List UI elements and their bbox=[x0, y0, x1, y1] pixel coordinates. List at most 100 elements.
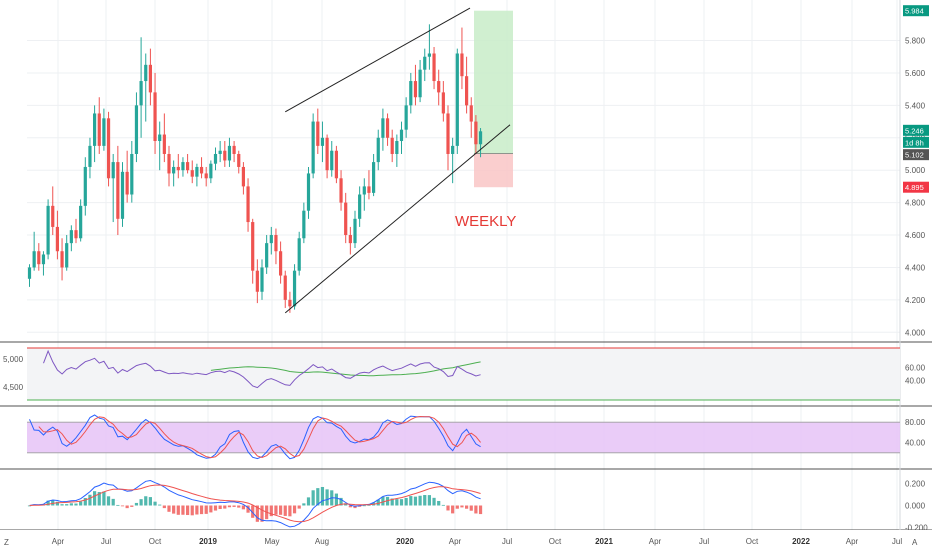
macd-histogram-bar bbox=[172, 505, 176, 514]
macd-histogram-bar bbox=[409, 496, 413, 506]
macd-histogram-bar bbox=[213, 505, 218, 511]
macd-tick-label: -0.200 bbox=[905, 523, 928, 532]
candle-body bbox=[237, 153, 241, 167]
timezone-icon[interactable]: Z bbox=[4, 538, 9, 547]
macd-histogram-bar bbox=[186, 505, 190, 516]
macd-histogram-bar bbox=[279, 505, 283, 515]
macd-histogram-bar bbox=[469, 505, 473, 511]
candle bbox=[204, 166, 208, 187]
month-tick-label: Oct bbox=[149, 537, 162, 546]
macd-histogram-bar bbox=[437, 500, 441, 506]
macd-histogram-bar bbox=[148, 497, 152, 506]
candle-body bbox=[469, 105, 473, 122]
candle bbox=[330, 141, 334, 177]
candle bbox=[241, 162, 245, 195]
candle bbox=[176, 153, 180, 179]
channel-lower-line[interactable] bbox=[284, 124, 511, 314]
candle bbox=[362, 178, 366, 211]
candle-body bbox=[55, 226, 59, 252]
candle-body bbox=[153, 92, 157, 142]
macd-histogram-bar bbox=[446, 505, 450, 511]
candle-body bbox=[204, 173, 208, 179]
macd-line bbox=[29, 479, 481, 528]
candle-body bbox=[65, 243, 69, 268]
candle-body bbox=[218, 150, 222, 154]
candle-body bbox=[358, 194, 362, 219]
candle bbox=[60, 238, 64, 281]
candle bbox=[399, 121, 404, 154]
candle-body bbox=[409, 81, 413, 106]
candle-body bbox=[125, 171, 129, 195]
candle bbox=[320, 121, 325, 163]
macd-histogram-bar bbox=[306, 497, 311, 506]
candle bbox=[395, 134, 399, 167]
candle bbox=[153, 72, 157, 154]
candle-body bbox=[320, 137, 325, 146]
candle bbox=[32, 231, 36, 271]
stochastic-pane[interactable] bbox=[27, 414, 900, 460]
rsi-left-tick-label: 5,000 bbox=[3, 355, 24, 364]
macd-histogram-bar bbox=[27, 505, 32, 507]
year-tick-label: 2021 bbox=[595, 537, 613, 546]
price-label-text: 5.246 bbox=[905, 126, 924, 135]
candle bbox=[162, 113, 166, 163]
candle-body bbox=[423, 56, 427, 70]
macd-histogram-bar bbox=[153, 501, 157, 506]
candle-body bbox=[330, 150, 334, 171]
candle bbox=[102, 108, 106, 151]
macd-histogram-bar bbox=[399, 499, 404, 506]
price-axes: 5.8005.6005.4005.2005.0004.8004.6004.400… bbox=[3, 5, 929, 532]
channel-upper-line[interactable] bbox=[285, 7, 471, 113]
candle-body bbox=[246, 186, 250, 223]
macd-histogram-bar bbox=[116, 504, 120, 506]
price-label-box bbox=[903, 5, 929, 17]
macd-histogram-bar bbox=[204, 505, 208, 514]
candle-body bbox=[102, 118, 106, 146]
candle bbox=[51, 186, 55, 236]
month-tick-label: Jul bbox=[502, 537, 512, 546]
rsi-pane[interactable] bbox=[27, 347, 900, 401]
macd-histogram-bar bbox=[385, 496, 390, 506]
price-label: 5.246 bbox=[903, 124, 929, 136]
candle bbox=[79, 199, 83, 242]
macd-histogram-bar bbox=[283, 505, 287, 516]
candle bbox=[427, 24, 431, 70]
auto-scale-icon[interactable]: A bbox=[912, 538, 918, 547]
candle bbox=[358, 186, 362, 227]
candle-body bbox=[418, 69, 422, 98]
macd-histogram-bar bbox=[325, 489, 329, 506]
macd-histogram-bar bbox=[120, 505, 125, 507]
month-tick-label: Apr bbox=[52, 537, 65, 546]
candle-body bbox=[251, 222, 255, 271]
candle-body bbox=[32, 251, 36, 268]
price-tick-label: 5.600 bbox=[905, 69, 926, 78]
candle bbox=[190, 160, 194, 184]
candle-body bbox=[162, 134, 166, 154]
macd-histogram-bar bbox=[125, 505, 129, 509]
candle bbox=[218, 141, 222, 163]
macd-histogram-bar bbox=[427, 495, 431, 506]
candle-body bbox=[446, 113, 450, 154]
macd-pane[interactable] bbox=[27, 479, 483, 528]
candle bbox=[74, 218, 78, 244]
candle bbox=[465, 56, 469, 114]
price-label-box bbox=[903, 181, 929, 193]
candle-body bbox=[427, 53, 431, 57]
candle bbox=[181, 157, 185, 177]
candle bbox=[93, 105, 97, 163]
candle bbox=[469, 97, 473, 138]
candle-body bbox=[334, 150, 338, 179]
candle bbox=[455, 48, 459, 154]
trendlines bbox=[284, 7, 511, 314]
candle bbox=[269, 226, 273, 255]
candle-body bbox=[190, 170, 194, 177]
candle-body bbox=[413, 81, 418, 98]
candle bbox=[88, 137, 92, 179]
candle-body bbox=[325, 137, 329, 171]
candle bbox=[446, 105, 450, 171]
candle-body bbox=[385, 118, 390, 138]
macd-histogram-bar bbox=[474, 505, 478, 514]
candle-body bbox=[148, 64, 152, 93]
